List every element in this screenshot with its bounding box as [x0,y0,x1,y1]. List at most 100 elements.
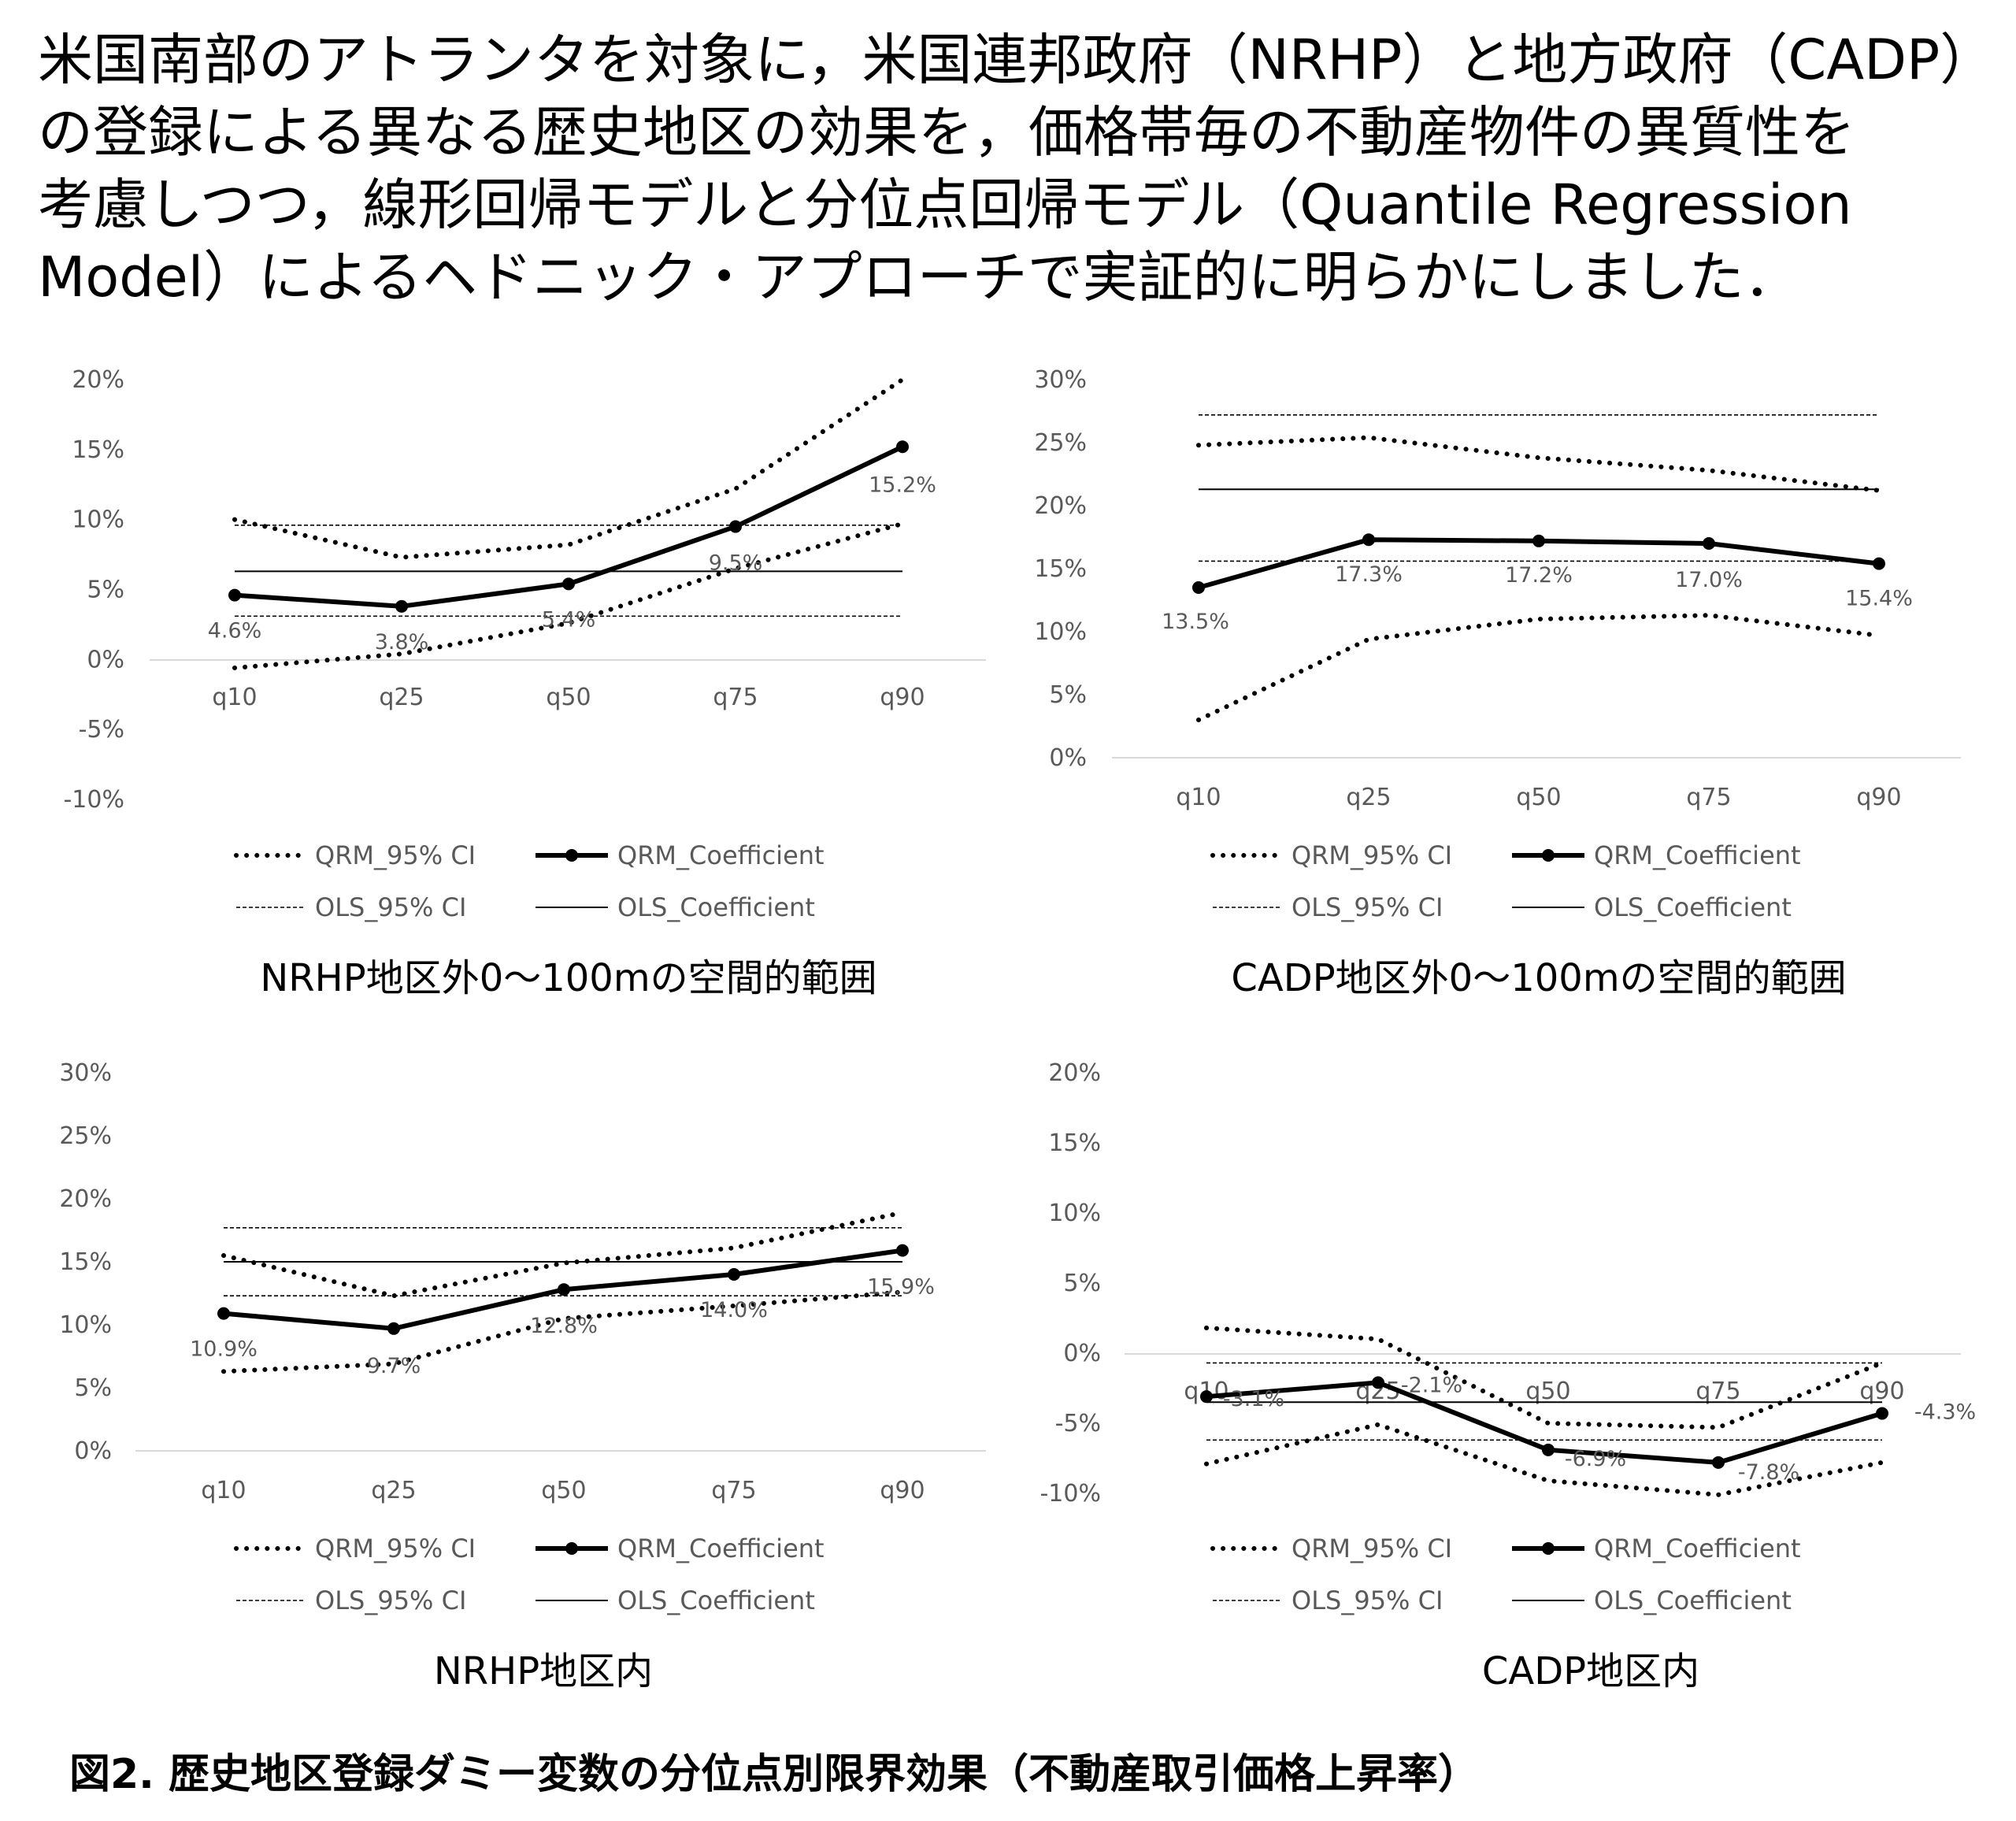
y-tick-label: 0% [74,1437,112,1465]
legend-qrm-coef-marker [1542,849,1555,862]
figure-caption: 図2. 歴史地区登録ダミー変数の分位点別限界効果（不動産取引価格上昇率） [69,1751,1480,1798]
y-tick-label: 0% [1063,1340,1101,1367]
x-tick-label: q25 [1346,784,1391,811]
qrm-coefficient-point [1532,534,1545,547]
y-tick-label: 15% [1048,1129,1101,1157]
y-tick-label: 25% [59,1122,112,1150]
y-tick-label: 20% [1034,492,1087,520]
qrm-ci-upper-line [221,1210,905,1299]
data-label: 10.9% [190,1337,258,1362]
legend-qrm-coef-marker [1542,1542,1555,1555]
legend-qrm-coef-label: QRM_Coefficient [1594,1534,1801,1563]
qrm-coefficient-point [562,577,575,591]
y-tick-label: 5% [1049,681,1087,709]
y-tick-label: 0% [87,646,124,673]
chart-panel-1: 20% 15% 10% 5% 0% -5% -10% q10 q25 q50 q75 q90 4.6% 3… [63,366,986,1000]
qrm-coefficient-point [1876,1407,1888,1420]
data-label: 17.3% [1335,562,1403,587]
y-tick-label: 25% [1034,429,1087,457]
qrm-coefficient-point [387,1322,400,1335]
x-tick-label: q75 [1686,784,1731,811]
chart-title: NRHP地区内 [434,1649,653,1693]
legend-qrm-coef-label: QRM_Coefficient [1594,840,1801,870]
legend-ols-ci-label: OLS_95% CI [1292,1585,1443,1615]
qrm-ci-upper-line [1196,435,1881,493]
data-label: 15.4% [1845,587,1913,611]
y-tick-label: 10% [1034,618,1087,646]
x-tick-label: q10 [1176,784,1221,811]
legend-qrm-ci-label: QRM_95% CI [1292,1534,1452,1563]
qrm-coefficient-point [1703,537,1715,550]
data-label: -6.9% [1565,1447,1626,1471]
y-tick-label: 20% [72,366,124,394]
legend-qrm-ci-label: QRM_95% CI [315,840,476,870]
x-tick-label: q75 [1695,1378,1740,1405]
y-tick-label: -10% [1040,1480,1101,1508]
data-label: 14.0% [700,1298,768,1322]
x-tick-label: q25 [379,684,424,711]
y-tick-label: 30% [1034,366,1087,394]
y-tick-label: -5% [1055,1410,1101,1437]
data-label: -2.1% [1401,1373,1462,1397]
y-tick-label: 20% [59,1185,112,1213]
chart-title: NRHP地区外0～100mの空間的範囲 [260,956,876,1000]
qrm-ci-lower-line [1196,613,1881,722]
qrm-coefficient-point [1712,1456,1725,1469]
legend-ols-coef-label: OLS_Coefficient [1594,892,1792,922]
qrm-coefficient-point [217,1307,230,1320]
legend: QRM_95% CI QRM_Coefficient OLS_95% CI OLS_C… [1210,1534,1801,1615]
legend-ols-ci-label: OLS_95% CI [315,1585,466,1615]
x-tick-label: q75 [711,1477,756,1504]
y-tick-label: 10% [72,506,124,534]
data-label: 17.0% [1675,568,1743,592]
data-label: 9.5% [709,551,763,576]
x-tick-label: q90 [1856,784,1901,811]
intro-line-2: の登録による異なる歴史地区の効果を，価格帯毎の不動産物件の異質性を [38,100,1855,165]
x-tick-label: q25 [371,1477,416,1504]
legend-ols-coef-label: OLS_Coefficient [617,892,815,922]
y-tick-label: 10% [59,1311,112,1339]
qrm-coefficient-point [558,1283,570,1296]
data-label: -7.8% [1738,1460,1799,1485]
x-tick-label: q50 [1525,1378,1570,1405]
x-tick-label: q75 [713,684,758,711]
intro-line-1: 米国南部のアトランタを対象に，米国連邦政府（NRHP）と地方政府（CADP） [38,28,1996,92]
x-tick-label: q90 [880,1477,925,1504]
x-tick-label: q50 [1516,784,1561,811]
y-tick-label: 5% [1063,1270,1101,1297]
legend-ols-coef-label: OLS_Coefficient [1594,1585,1792,1615]
intro-text: 米国南部のアトランタを対象に，米国連邦政府（NRHP）と地方政府（CADP） の… [38,24,1996,313]
chart-panel-4: 20%15%10%5%0%-5%-10%q10q25q50q75q90-3.1%… [1040,1059,1976,1693]
qrm-coefficient-point [729,520,742,533]
y-tick-label: 15% [59,1248,112,1276]
legend-ols-coef-label: OLS_Coefficient [617,1585,815,1615]
qrm-ci-lower-line [221,1289,905,1374]
qrm-coefficient-point [228,588,241,602]
y-tick-label: 15% [72,436,124,464]
chart-panel-2: 30% 25% 20% 15% 10% 5% 0% q10 q25 q50 q75 q90 13.5% 1… [1034,366,1961,1000]
qrm-ci-upper-line [232,377,905,560]
data-label: -4.3% [1914,1400,1976,1425]
qrm-coefficient-point [1873,557,1885,570]
qrm-coefficient-point [896,1244,909,1257]
qrm-ci-lower-line [232,521,905,670]
legend-qrm-coef-marker [565,1542,578,1555]
qrm-coefficient-point [896,440,909,454]
data-label: 9.7% [367,1354,421,1378]
y-tick-label: 0% [1049,744,1087,772]
x-tick-label: q50 [546,684,591,711]
legend: QRM_95% CI QRM_Coefficient OLS_95% CI OLS_C… [1210,840,1801,922]
data-label: 17.2% [1505,563,1573,588]
qrm-coefficient-point [1372,1376,1384,1389]
legend-qrm-ci-label: QRM_95% CI [1292,840,1452,870]
x-tick-label: q90 [1859,1378,1904,1405]
y-tick-label: 15% [1034,555,1087,583]
legend-qrm-ci-label: QRM_95% CI [315,1534,476,1563]
x-tick-label: q90 [880,684,925,711]
legend-qrm-coef-marker [565,849,578,862]
y-tick-label: -10% [63,786,124,814]
y-tick-label: -5% [79,716,124,744]
legend-ols-ci-label: OLS_95% CI [1292,892,1443,922]
y-tick-label: 5% [74,1374,112,1402]
